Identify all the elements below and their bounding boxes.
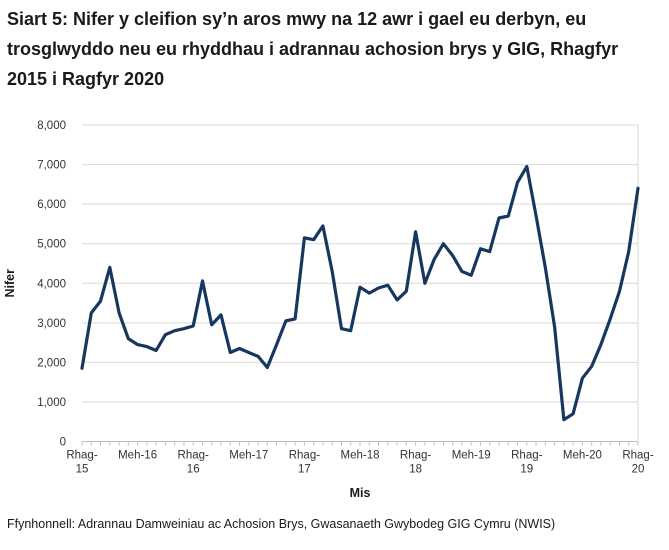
- x-tick-label: Rhag-18: [400, 450, 431, 476]
- x-tick-label: Rhag-16: [178, 450, 209, 476]
- y-tick-label: 3,000: [37, 318, 66, 330]
- y-tick-label: 4,000: [37, 278, 66, 290]
- x-tick-label: Meh-20: [563, 450, 602, 462]
- x-tick-label: Meh-18: [341, 450, 380, 462]
- chart-title: Siart 5: Nifer y cleifion sy’n aros mwy …: [7, 9, 619, 89]
- x-tick-label: Meh-19: [452, 450, 491, 462]
- x-tick-label: Rhag-20: [622, 450, 653, 476]
- x-tick-label: Meh-16: [118, 450, 157, 462]
- y-tick-label: 0: [60, 437, 66, 449]
- line-chart: 0 1,000 2,000 3,000 4,000 5,000 6,000 7,000 8,00…: [0, 108, 669, 510]
- x-axis-label: Mis: [350, 486, 371, 500]
- y-tick-label: 8,000: [37, 120, 66, 132]
- y-tick-label: 7,000: [37, 160, 66, 172]
- chart-canvas: 0 1,000 2,000 3,000 4,000 5,000 6,000 7,000 8,00…: [3, 120, 654, 500]
- x-tick-label: Rhag-15: [66, 450, 97, 476]
- y-tick-label: 6,000: [37, 199, 66, 211]
- y-axis-label: Nifer: [3, 269, 17, 298]
- data-series-line: [80, 164, 640, 422]
- y-tick-label: 5,000: [37, 239, 66, 251]
- x-tick-label: Rhag-17: [289, 450, 320, 476]
- y-tick-label: 1,000: [37, 397, 66, 409]
- y-tick-label: 2,000: [37, 357, 66, 369]
- source-note: Ffynhonnell: Adrannau Damweiniau ac Acho…: [7, 517, 556, 531]
- x-tick-label: Rhag-19: [511, 450, 542, 476]
- x-tick-label: Meh-17: [229, 450, 268, 462]
